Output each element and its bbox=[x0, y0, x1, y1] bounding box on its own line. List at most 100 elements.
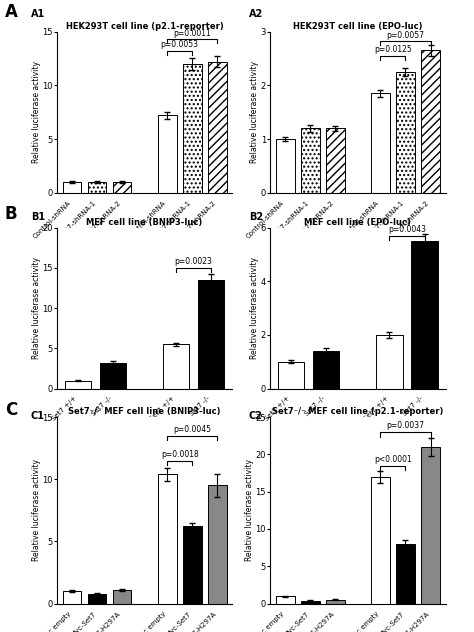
Text: Set7 -/-: Set7 -/- bbox=[91, 395, 113, 417]
Y-axis label: Relative luciferase activity: Relative luciferase activity bbox=[32, 257, 41, 359]
Text: A2: A2 bbox=[249, 9, 263, 20]
Bar bbox=[158, 116, 176, 193]
Bar bbox=[63, 182, 82, 193]
Bar bbox=[396, 544, 415, 604]
Text: Normoxia: Normoxia bbox=[77, 251, 117, 260]
Title: HEK293T cell line (p2.1-reporter): HEK293T cell line (p2.1-reporter) bbox=[66, 22, 223, 31]
Bar bbox=[198, 280, 224, 389]
Text: Set7 +/+: Set7 +/+ bbox=[149, 395, 176, 422]
Title: Set7⁻/⁻ MEF cell line (p2.1-reporter): Set7⁻/⁻ MEF cell line (p2.1-reporter) bbox=[272, 408, 444, 416]
Text: p=0.0053: p=0.0053 bbox=[161, 40, 199, 49]
Text: Set7-shRNA-1: Set7-shRNA-1 bbox=[272, 199, 310, 238]
Text: Set7 -/-: Set7 -/- bbox=[189, 395, 211, 417]
Y-axis label: Relative luciferase activity: Relative luciferase activity bbox=[245, 459, 254, 561]
Text: Myc-Set7-H297A: Myc-Set7-H297A bbox=[172, 611, 217, 632]
Bar bbox=[88, 594, 106, 604]
Text: p=0.0018: p=0.0018 bbox=[161, 450, 199, 459]
Bar bbox=[411, 241, 438, 389]
Text: Set7-shRNA-1: Set7-shRNA-1 bbox=[154, 199, 192, 238]
Text: Hypoxia: Hypoxia bbox=[390, 447, 424, 456]
Text: Normoxia: Normoxia bbox=[289, 447, 329, 456]
Text: B: B bbox=[5, 205, 18, 223]
Text: Set7-shRNA-2: Set7-shRNA-2 bbox=[297, 199, 335, 238]
Text: Myc-Set7: Myc-Set7 bbox=[378, 611, 405, 632]
Bar bbox=[100, 363, 126, 389]
Bar bbox=[371, 477, 390, 604]
Text: Set7-shRNA-2: Set7-shRNA-2 bbox=[392, 199, 430, 238]
Bar bbox=[113, 590, 131, 604]
Text: p=0.0045: p=0.0045 bbox=[173, 425, 211, 434]
Text: C: C bbox=[5, 401, 17, 419]
Bar bbox=[376, 335, 402, 389]
Bar bbox=[313, 351, 339, 389]
Text: C1: C1 bbox=[31, 411, 45, 421]
Title: MEF cell line (BNIP3-luc): MEF cell line (BNIP3-luc) bbox=[86, 218, 203, 227]
Bar bbox=[163, 344, 189, 389]
Text: Myc-Set7-H297A: Myc-Set7-H297A bbox=[290, 611, 335, 632]
Text: A: A bbox=[5, 3, 18, 21]
Text: Myc empty: Myc empty bbox=[136, 611, 167, 632]
Y-axis label: Relative luciferase activity: Relative luciferase activity bbox=[250, 61, 259, 163]
Text: Control-shRNA: Control-shRNA bbox=[32, 199, 72, 240]
Text: Myc empty: Myc empty bbox=[349, 611, 381, 632]
Text: Set7-shRNA-1: Set7-shRNA-1 bbox=[367, 199, 405, 238]
Text: p=0.0011: p=0.0011 bbox=[173, 28, 211, 37]
Text: Myc-Set7-H297A: Myc-Set7-H297A bbox=[77, 611, 122, 632]
Text: Set7 -/-: Set7 -/- bbox=[402, 395, 425, 417]
Text: Set7-shRNA-1: Set7-shRNA-1 bbox=[59, 199, 97, 238]
Text: Normoxia: Normoxia bbox=[75, 447, 116, 456]
Text: Set7-shRNA-2: Set7-shRNA-2 bbox=[84, 199, 122, 238]
Y-axis label: Relative luciferase activity: Relative luciferase activity bbox=[32, 459, 41, 561]
Bar bbox=[326, 600, 345, 604]
Bar bbox=[301, 600, 319, 604]
Text: A1: A1 bbox=[31, 9, 45, 20]
Bar bbox=[88, 182, 106, 193]
Bar bbox=[396, 72, 415, 193]
Text: Control-shRNA: Control-shRNA bbox=[340, 199, 381, 240]
Title: Set7⁻/⁻ MEF cell line (BNIP3-luc): Set7⁻/⁻ MEF cell line (BNIP3-luc) bbox=[68, 408, 221, 416]
Bar bbox=[276, 139, 295, 193]
Bar bbox=[65, 380, 91, 389]
Bar bbox=[158, 474, 176, 604]
Text: B1: B1 bbox=[31, 212, 45, 222]
Text: Hypoxia: Hypoxia bbox=[175, 251, 209, 260]
Text: Myc empty: Myc empty bbox=[254, 611, 285, 632]
Text: Myc-Set7-H297A: Myc-Set7-H297A bbox=[385, 611, 430, 632]
Text: B2: B2 bbox=[249, 212, 263, 222]
Text: p<0.0001: p<0.0001 bbox=[374, 455, 412, 464]
Text: Myc-Set7: Myc-Set7 bbox=[283, 611, 310, 632]
Bar bbox=[276, 596, 295, 604]
Title: HEK293T cell line (EPO-luc): HEK293T cell line (EPO-luc) bbox=[293, 22, 423, 31]
Text: Hypoxia: Hypoxia bbox=[388, 251, 422, 260]
Text: Set7 -/-: Set7 -/- bbox=[304, 395, 326, 417]
Bar bbox=[183, 526, 201, 604]
Y-axis label: Relative luciferase activity: Relative luciferase activity bbox=[32, 61, 41, 163]
Bar bbox=[278, 362, 304, 389]
Title: MEF cell line (EPO-luc): MEF cell line (EPO-luc) bbox=[304, 218, 411, 227]
Bar bbox=[421, 51, 440, 193]
Text: Control-shRNA: Control-shRNA bbox=[127, 199, 167, 240]
Bar bbox=[63, 591, 82, 604]
Y-axis label: Relative luciferase activity: Relative luciferase activity bbox=[250, 257, 259, 359]
Text: p=0.0037: p=0.0037 bbox=[386, 421, 425, 430]
Bar bbox=[301, 128, 319, 193]
Bar bbox=[113, 182, 131, 193]
Text: Hypoxia: Hypoxia bbox=[177, 447, 211, 456]
Text: p=0.0057: p=0.0057 bbox=[386, 31, 425, 40]
Text: Set7 +/+: Set7 +/+ bbox=[51, 395, 78, 422]
Bar bbox=[208, 62, 227, 193]
Text: Control-shRNA: Control-shRNA bbox=[245, 199, 285, 240]
Text: Set7-shRNA-2: Set7-shRNA-2 bbox=[179, 199, 217, 238]
Text: p=0.0023: p=0.0023 bbox=[175, 257, 213, 266]
Bar bbox=[208, 485, 227, 604]
Text: Set7 +/+: Set7 +/+ bbox=[363, 395, 390, 422]
Text: Normoxia: Normoxia bbox=[290, 251, 330, 260]
Text: Myc-Set7: Myc-Set7 bbox=[165, 611, 192, 632]
Text: Myc empty: Myc empty bbox=[40, 611, 72, 632]
Bar bbox=[371, 94, 390, 193]
Bar bbox=[326, 128, 345, 193]
Text: p=0.0125: p=0.0125 bbox=[374, 45, 412, 54]
Text: Myc-Set7: Myc-Set7 bbox=[70, 611, 97, 632]
Text: Set7 +/+: Set7 +/+ bbox=[264, 395, 291, 422]
Bar bbox=[183, 64, 201, 193]
